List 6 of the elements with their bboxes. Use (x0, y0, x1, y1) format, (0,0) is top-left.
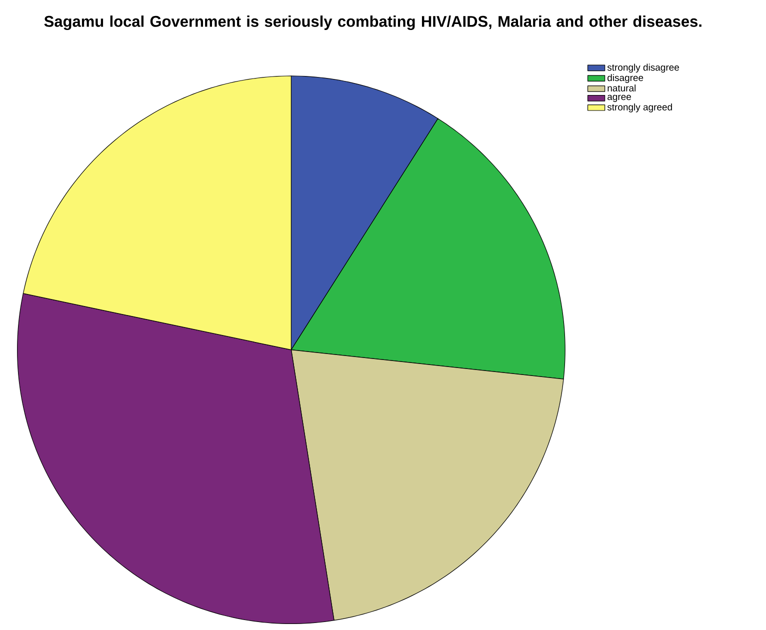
legend-label: natural (608, 84, 636, 92)
legend-label: strongly disagree (607, 64, 679, 73)
legend-label: disagree (608, 74, 644, 84)
chart-title: Sagamu local Government is seriously combating HIV/AIDS, Malaria and other diseases. (44, 16, 702, 30)
legend-label: agree (608, 95, 631, 102)
legend-label: strongly agreed (607, 104, 672, 112)
